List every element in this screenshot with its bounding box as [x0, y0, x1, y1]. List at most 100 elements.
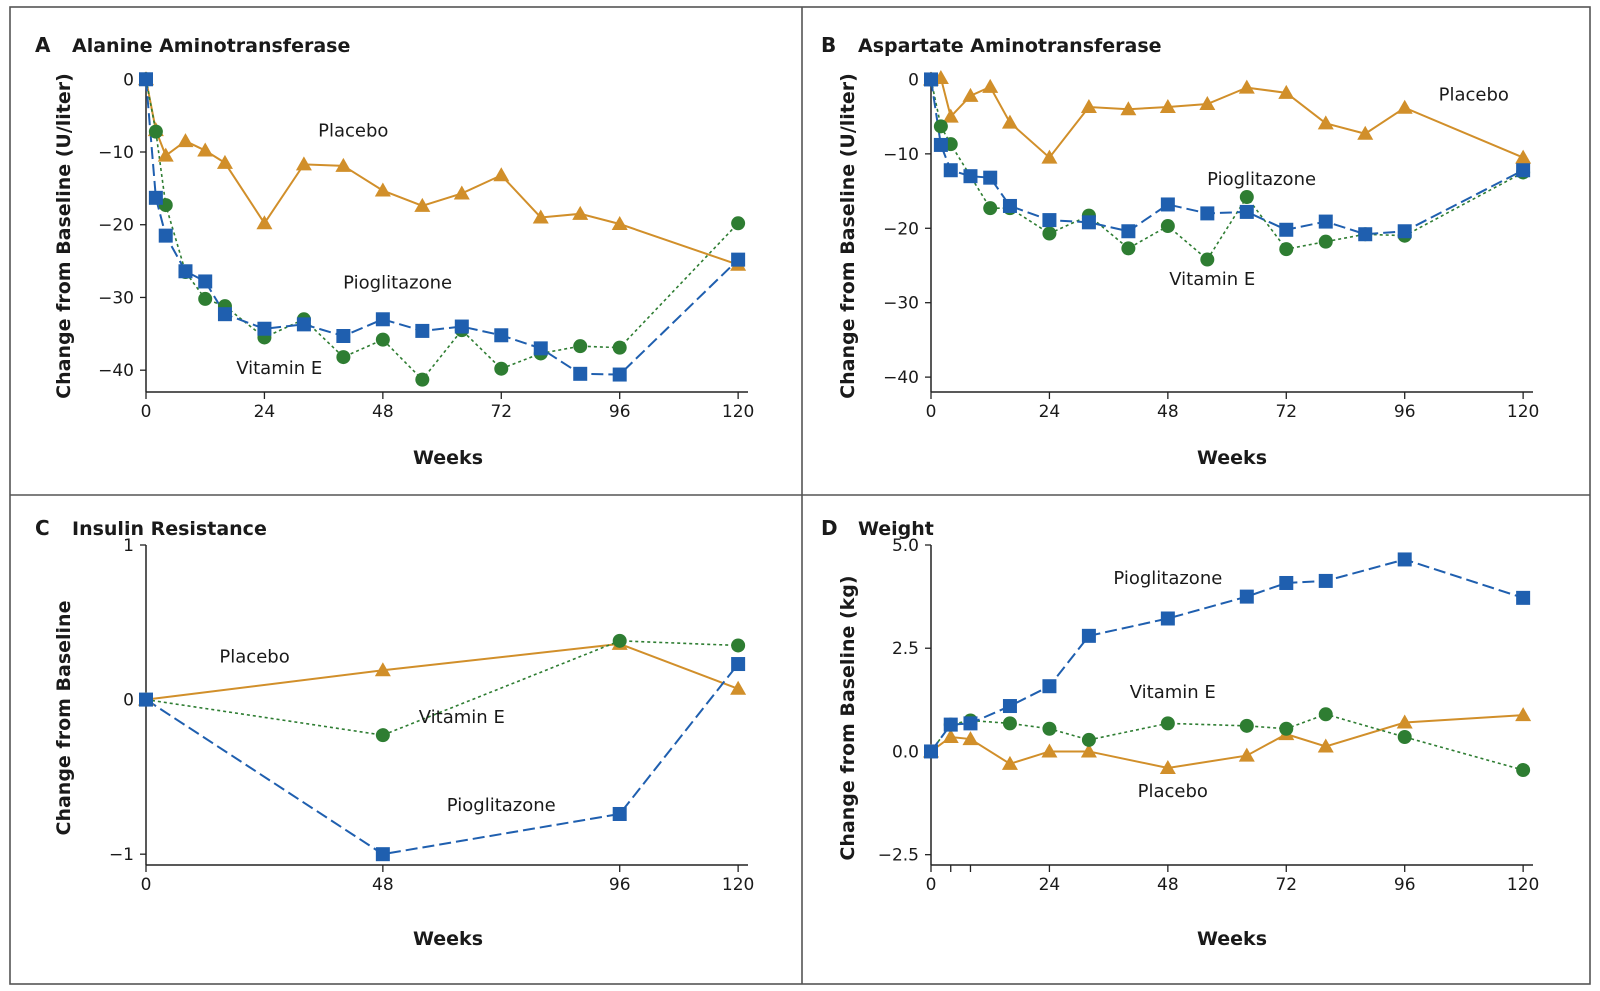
panel-a-pioglitazone-point — [375, 312, 390, 327]
panel-d-series-label: Pioglitazone — [1113, 568, 1222, 589]
panel-d-pioglitazone-point — [1318, 573, 1333, 588]
panel-d-xlabel: Weeks — [1197, 928, 1267, 950]
panel-b-placebo-point — [1238, 79, 1255, 94]
panel-b: B Aspartate Aminotransferase Change from… — [821, 33, 1539, 469]
panel-a-title: Alanine Aminotransferase — [72, 35, 350, 57]
panel-a-ytick-label: 0 — [123, 70, 134, 90]
panel-c-plot: 1 0 −1 0 48 96 120 Placebo Vitamin E Pioglitazone — [109, 536, 754, 895]
panel-a-placebo-point — [177, 133, 194, 148]
panel-a-placebo-point — [453, 185, 470, 200]
panel-b-vitamin-e-point — [1200, 252, 1215, 267]
panel-b-placebo-point — [962, 87, 979, 102]
panel-b-vitamin-e-point — [983, 201, 998, 216]
panel-d-pioglitazone-point — [1042, 679, 1057, 694]
panel-d-pioglitazone-point — [924, 744, 938, 759]
panel-c-ytick-label: 1 — [123, 536, 134, 556]
panel-c-xlabel: Weeks — [413, 928, 483, 950]
panel-d-placebo-point — [942, 729, 959, 743]
panel-d-vitamin-e-point — [1318, 707, 1333, 722]
panel-a-pioglitazone-point — [573, 366, 588, 381]
panel-a-pioglitazone-point — [198, 274, 213, 289]
panel-c-xtick-label: 48 — [372, 875, 394, 895]
panel-d-placebo-point — [1238, 747, 1255, 762]
panel-d-vitamin-e-point — [1081, 732, 1096, 747]
panel-b-pioglitazone-point — [933, 137, 948, 152]
panel-b-placebo-point — [1120, 101, 1137, 116]
panel-a-pioglitazone-point — [336, 329, 351, 343]
panel-d-ytick-label: 5.0 — [892, 536, 919, 556]
panel-d-placebo-point — [1515, 707, 1532, 722]
panel-b-pioglitazone-point — [1121, 224, 1136, 239]
panel-d-placebo-point — [1317, 738, 1334, 753]
panel-c-title: Insulin Resistance — [72, 518, 267, 540]
panel-d-pioglitazone-point — [1002, 699, 1017, 714]
panel-b-pioglitazone-point — [1042, 213, 1057, 228]
panel-b-vitamin-e-point — [1318, 234, 1333, 249]
panel-a-series-label: Pioglitazone — [343, 273, 452, 294]
panel-d-series-label: Vitamin E — [1130, 682, 1216, 703]
panel-c-pioglitazone-line — [145, 663, 739, 856]
panel-b-series-label: Placebo — [1439, 84, 1509, 105]
panel-b-placebo-point — [1515, 149, 1532, 164]
panel-d-placebo-point — [1396, 714, 1413, 729]
panel-b-placebo-point — [1041, 149, 1058, 164]
panel-d-title: Weight — [858, 518, 934, 540]
panel-b-ytick-label: 0 — [908, 70, 919, 90]
panel-d-ytick-label: 0.0 — [892, 742, 919, 762]
panel-a-letter: A — [35, 33, 51, 57]
panel-a-pioglitazone-point — [148, 190, 163, 205]
panel-d-xtick-label: 0 — [926, 875, 937, 895]
panel-a-xtick-label: 24 — [254, 402, 276, 422]
panel-d-ylabel: Change from Baseline (kg) — [837, 575, 859, 860]
panel-a-plot: 0 −10 −20 −30 −40 0 24 48 72 96 120 Placebo Pioglita… — [98, 70, 754, 422]
panel-b-ylabel: Change from Baseline (U/liter) — [837, 73, 859, 399]
panel-a-xtick-label: 48 — [372, 402, 394, 422]
panel-c-xtick-label: 96 — [609, 875, 631, 895]
panel-b-placebo-point — [1159, 98, 1176, 113]
panel-a-ytick-label: −30 — [98, 288, 134, 308]
panel-d-pioglitazone-point — [1516, 590, 1531, 605]
panel-a-vitamin-e-point — [198, 291, 213, 306]
panel-b-ytick-label: −20 — [883, 219, 919, 239]
panel-d-placebo-point — [1001, 755, 1018, 770]
panel-b-xtick-label: 72 — [1275, 402, 1297, 422]
panel-d-vitamin-e-point — [1279, 721, 1294, 736]
panel-b-pioglitazone-point — [943, 163, 958, 178]
panel-a-xtick-label: 72 — [490, 402, 512, 422]
panel-c-ytick-label: −1 — [109, 845, 134, 865]
panel-a-pioglitazone-point — [533, 341, 548, 356]
panel-a-placebo-point — [157, 147, 174, 162]
panel-a-vitamin-e-point — [375, 332, 390, 347]
panel-a-pioglitazone-point — [178, 264, 193, 279]
panel-a-vitamin-e-point — [148, 124, 163, 139]
panel-d-vitamin-e-point — [1002, 716, 1017, 731]
panel-d-placebo-point — [1080, 743, 1097, 758]
panel-c-xtick-label: 0 — [141, 875, 152, 895]
panel-b-vitamin-e-point — [1279, 242, 1294, 257]
panel-b-placebo-point — [1080, 98, 1097, 113]
panel-b-placebo-point — [982, 78, 999, 93]
panel-b-series-label: Pioglitazone — [1207, 169, 1316, 190]
panel-a-vitamin-e-point — [494, 361, 509, 376]
panel-d-ytick-label: 2.5 — [892, 639, 919, 659]
panel-d-ytick-label: −2.5 — [878, 846, 919, 866]
panel-a-placebo-point — [256, 215, 273, 230]
panel-d-pioglitazone-point — [1279, 575, 1294, 590]
panel-b-plot: 0 −10 −20 −30 −40 0 24 48 72 96 120 Placebo Pioglita… — [883, 69, 1539, 422]
panel-a-series-label: Placebo — [318, 121, 388, 142]
panel-a-xlabel: Weeks — [413, 447, 483, 469]
panel-a-series-label: Vitamin E — [236, 358, 322, 379]
panel-b-xtick-label: 0 — [926, 402, 937, 422]
panel-d-pioglitazone-point — [1397, 552, 1412, 567]
panel-b-pioglitazone-point — [1318, 214, 1333, 229]
panel-d-pioglitazone-point — [943, 717, 958, 732]
panel-d-vitamin-e-point — [1516, 763, 1531, 778]
panel-a-vitamin-e-point — [415, 372, 430, 387]
panel-a-placebo-point — [197, 142, 214, 157]
panel-b-pioglitazone-point — [1002, 198, 1017, 213]
panel-d-letter: D — [821, 516, 838, 540]
panel-c-ylabel: Change from Baseline — [53, 601, 75, 836]
panel-b-pioglitazone-point — [1160, 197, 1175, 212]
panel-c-placebo-point — [374, 662, 391, 677]
